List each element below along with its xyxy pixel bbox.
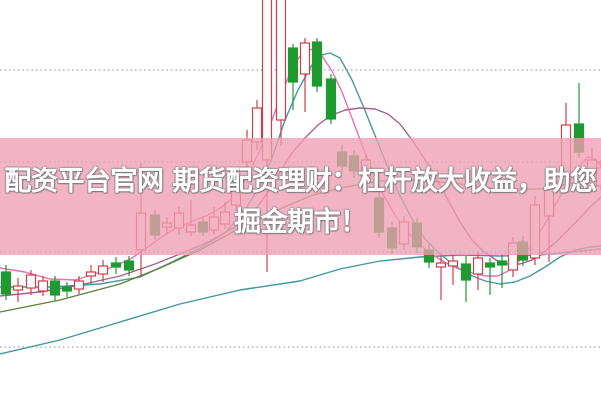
promo-banner: 配资平台官网 期货配资理财：杠杆放大收益，助您 掘金期市！ [0, 138, 601, 255]
banner-title-line1: 配资平台官网 期货配资理财：杠杆放大收益，助您 [4, 166, 597, 197]
banner-title-line2: 掘金期市！ [234, 207, 367, 238]
